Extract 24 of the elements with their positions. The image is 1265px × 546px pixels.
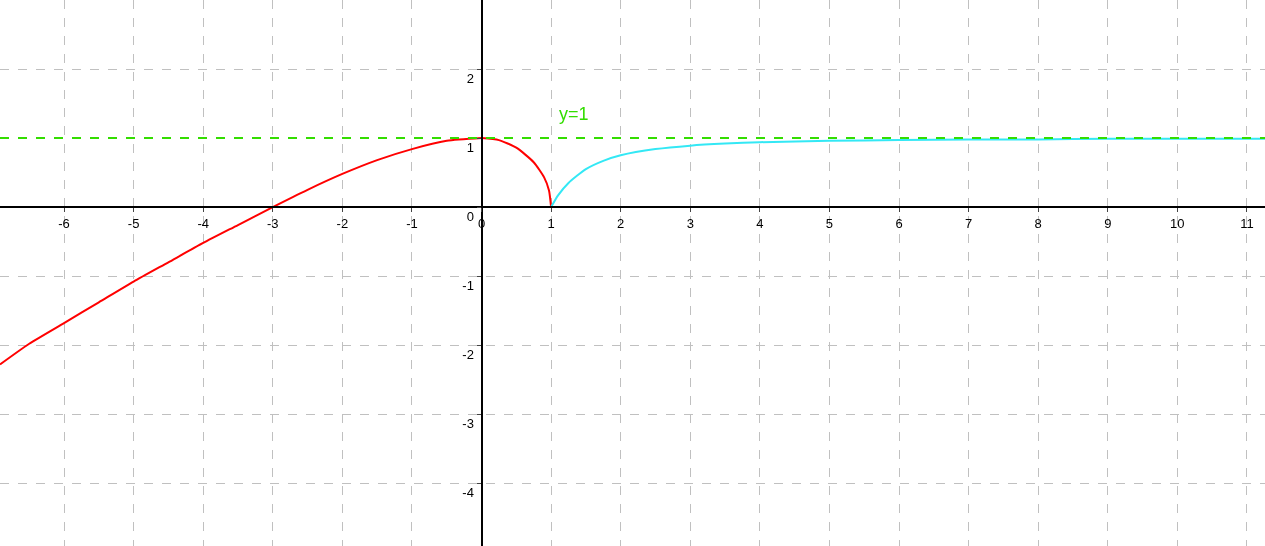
x-tick-label: -4 — [197, 215, 209, 231]
x-tick-label: 8 — [1034, 215, 1042, 231]
x-tick-label: -1 — [406, 215, 418, 231]
y-tick-label: -2 — [462, 346, 474, 362]
x-tick-label: -2 — [336, 215, 349, 231]
y-tick-label: -4 — [462, 484, 474, 500]
x-tick-label: -6 — [58, 215, 70, 231]
x-tick-label: 11 — [1240, 215, 1254, 231]
x-tick-label: 5 — [825, 215, 834, 231]
y-tick-label: -3 — [462, 415, 474, 431]
x-tick-label: 6 — [895, 215, 903, 231]
ref-line-label: y=1 — [559, 104, 589, 124]
x-tick-label: 9 — [1104, 215, 1112, 231]
x-tick-label: -3 — [266, 215, 279, 231]
y-tick-label: 2 — [466, 70, 474, 86]
x-tick-label: 7 — [964, 215, 973, 231]
x-tick-label: 4 — [756, 215, 764, 231]
x-tick-label: 10 — [1170, 215, 1185, 231]
y-tick-label: -1 — [462, 277, 474, 293]
x-tick-label: 1 — [547, 215, 555, 231]
x-tick-label: -5 — [127, 215, 140, 231]
x-tick-label: 2 — [617, 215, 625, 231]
y-tick-label: 1 — [466, 139, 474, 155]
x-tick-label: 3 — [686, 215, 694, 231]
